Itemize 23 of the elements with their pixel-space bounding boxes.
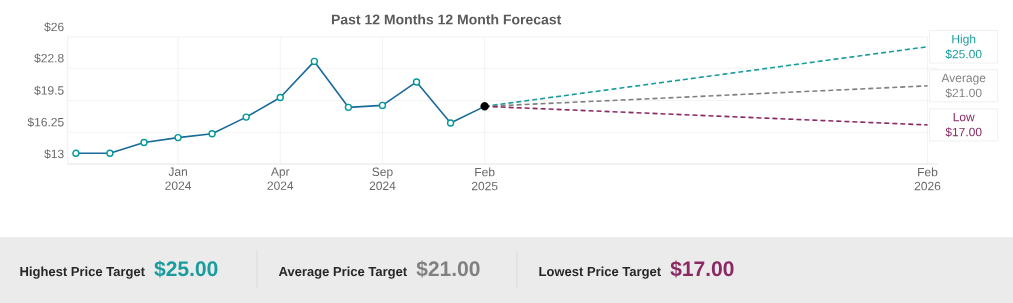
y-tick-label: $22.8	[34, 53, 64, 64]
y-tick-label: $13	[44, 149, 64, 159]
y-tick-label: $26	[44, 22, 64, 32]
x-tick-label: Feb 2025	[471, 167, 498, 191]
y-tick-label: $19.5	[34, 85, 64, 96]
x-tick-label: Apr 2024	[267, 167, 294, 190]
data-label: $25.00	[945, 49, 982, 60]
data-label: $17.00	[945, 127, 982, 137]
x-tick-label: Feb 2026	[914, 167, 941, 191]
text: Average Price Target	[278, 266, 407, 279]
text: High	[952, 34, 976, 46]
text: Lowest Price Target	[539, 266, 661, 279]
y-tick-label: $16.25	[27, 117, 64, 128]
text: $25.00	[154, 260, 218, 278]
x-tick-label: Sep 2024	[369, 167, 396, 191]
data-label: $21.00	[945, 88, 982, 98]
series-label: Average	[941, 73, 986, 85]
text: Low	[953, 112, 975, 122]
text: $17.00	[670, 260, 734, 278]
x-tick-label: Jan 2024	[165, 167, 192, 190]
chart-title: Past 12 Months 12 Month Forecast	[331, 14, 562, 25]
text: $21.00	[416, 260, 480, 278]
text: Highest Price Target	[20, 266, 145, 279]
